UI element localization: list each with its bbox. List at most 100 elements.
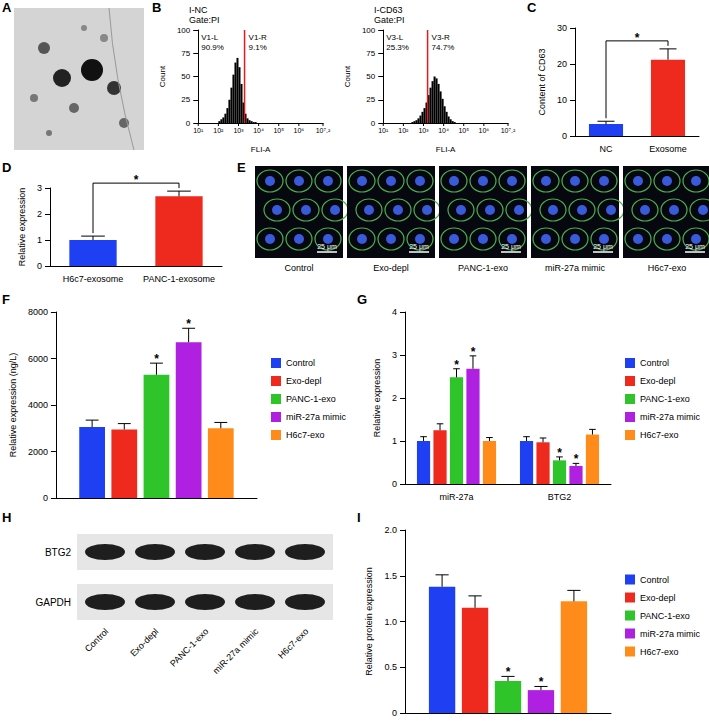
- svg-text:V3-R: V3-R: [432, 33, 450, 42]
- svg-text:Control: Control: [83, 626, 111, 654]
- svg-text:25 μm: 25 μm: [593, 243, 613, 251]
- svg-text:Exo-depl: Exo-depl: [128, 626, 160, 658]
- svg-text:V1-R: V1-R: [249, 33, 267, 42]
- svg-text:0: 0: [371, 119, 376, 128]
- svg-text:10⁵: 10⁵: [273, 127, 284, 134]
- svg-text:PANC-1-exo: PANC-1-exo: [640, 394, 690, 404]
- svg-text:*: *: [134, 173, 139, 187]
- svg-text:*: *: [539, 675, 544, 689]
- svg-text:H6c7-exo: H6c7-exo: [648, 263, 687, 273]
- svg-text:*: *: [635, 31, 640, 45]
- svg-text:10³: 10³: [418, 127, 429, 134]
- svg-text:10³: 10³: [233, 127, 244, 134]
- svg-text:1.5: 1.5: [384, 571, 397, 581]
- svg-text:0: 0: [392, 479, 397, 489]
- svg-text:9.1%: 9.1%: [249, 43, 267, 52]
- svg-text:PANC-1-exo: PANC-1-exo: [458, 263, 508, 273]
- svg-text:75: 75: [366, 49, 375, 58]
- svg-text:10²: 10²: [213, 127, 224, 134]
- svg-text:FLI-A: FLI-A: [436, 145, 456, 154]
- svg-text:Relative expression: Relative expression: [372, 359, 382, 438]
- svg-text:50: 50: [366, 72, 375, 81]
- svg-text:I-CD63: I-CD63: [374, 5, 403, 15]
- svg-text:10⁴: 10⁴: [253, 127, 264, 134]
- svg-text:miR-27a mimic: miR-27a mimic: [545, 263, 606, 273]
- svg-text:Exo-depl: Exo-depl: [373, 263, 409, 273]
- svg-text:10¹: 10¹: [378, 127, 389, 134]
- svg-text:*: *: [454, 358, 459, 372]
- svg-text:Content of CD63: Content of CD63: [537, 48, 547, 115]
- svg-text:miR-27a mimic: miR-27a mimic: [640, 629, 701, 639]
- svg-text:25: 25: [366, 95, 375, 104]
- svg-text:1: 1: [37, 235, 42, 245]
- svg-text:FLI-A: FLI-A: [251, 145, 271, 154]
- svg-text:100: 100: [362, 26, 376, 35]
- svg-text:25.3%: 25.3%: [386, 43, 409, 52]
- svg-text:2000: 2000: [28, 447, 48, 457]
- svg-text:10⁶: 10⁶: [294, 127, 305, 134]
- svg-text:*: *: [154, 352, 159, 366]
- svg-text:Relative expression: Relative expression: [17, 188, 27, 267]
- svg-text:Exosome: Exosome: [649, 144, 687, 154]
- svg-text:0: 0: [37, 261, 42, 271]
- svg-text:10⁷.²: 10⁷.²: [316, 127, 331, 134]
- svg-text:Gate:PI: Gate:PI: [374, 15, 405, 25]
- svg-text:Gate:PI: Gate:PI: [189, 15, 220, 25]
- svg-text:0: 0: [562, 131, 567, 141]
- svg-text:PANC-1-exo: PANC-1-exo: [168, 626, 210, 668]
- svg-text:25 μm: 25 μm: [317, 243, 337, 251]
- svg-text:Exo-depl: Exo-depl: [640, 376, 676, 386]
- svg-text:0: 0: [392, 708, 397, 718]
- svg-text:miR-27a mimic: miR-27a mimic: [640, 412, 701, 422]
- svg-text:2: 2: [37, 209, 42, 219]
- svg-text:0: 0: [186, 119, 191, 128]
- svg-text:Count: Count: [158, 65, 167, 87]
- svg-text:PANC-1-exosome: PANC-1-exosome: [143, 274, 215, 284]
- svg-text:PANC-1-exo: PANC-1-exo: [640, 611, 690, 621]
- svg-text:2.0: 2.0: [384, 525, 397, 535]
- svg-text:4000: 4000: [28, 400, 48, 410]
- svg-text:4: 4: [392, 307, 397, 317]
- svg-text:BTG2: BTG2: [45, 547, 72, 558]
- svg-text:100: 100: [177, 26, 191, 35]
- svg-text:*: *: [506, 665, 511, 679]
- svg-text:75: 75: [181, 49, 190, 58]
- svg-text:BTG2: BTG2: [548, 492, 572, 502]
- svg-text:6000: 6000: [28, 354, 48, 364]
- svg-text:25: 25: [181, 95, 190, 104]
- svg-text:10: 10: [557, 95, 567, 105]
- svg-text:*: *: [186, 317, 191, 331]
- svg-text:PANC-1-exo: PANC-1-exo: [286, 394, 336, 404]
- svg-text:V1-L: V1-L: [201, 33, 218, 42]
- svg-text:1: 1: [392, 436, 397, 446]
- svg-text:50: 50: [181, 72, 190, 81]
- svg-text:30: 30: [557, 23, 567, 33]
- svg-text:miR-27a mimic: miR-27a mimic: [286, 412, 347, 422]
- svg-text:miR-27a: miR-27a: [439, 492, 473, 502]
- svg-text:10²: 10²: [398, 127, 409, 134]
- svg-text:I-NC: I-NC: [189, 5, 208, 15]
- svg-text:10⁶: 10⁶: [479, 127, 490, 134]
- svg-text:25 μm: 25 μm: [409, 243, 429, 251]
- svg-text:H6c7-exo: H6c7-exo: [286, 430, 325, 440]
- svg-text:Relative protein expression: Relative protein expression: [364, 567, 374, 676]
- svg-text:90.9%: 90.9%: [201, 43, 224, 52]
- svg-text:NC: NC: [600, 144, 613, 154]
- svg-text:H6c7-exo: H6c7-exo: [640, 430, 679, 440]
- svg-text:Relative expression (ng/L): Relative expression (ng/L): [8, 353, 18, 458]
- svg-text:*: *: [557, 446, 562, 460]
- svg-text:Control: Control: [286, 358, 315, 368]
- svg-text:1.0: 1.0: [384, 617, 397, 627]
- svg-text:Count: Count: [343, 65, 352, 87]
- svg-text:Control: Control: [640, 575, 669, 585]
- svg-text:Exo-depl: Exo-depl: [286, 376, 322, 386]
- svg-text:10⁷.²: 10⁷.²: [501, 127, 516, 134]
- svg-text:Exo-depl: Exo-depl: [640, 593, 676, 603]
- svg-text:20: 20: [557, 59, 567, 69]
- svg-text:H6c7-exo: H6c7-exo: [276, 626, 310, 660]
- svg-text:Control: Control: [284, 263, 313, 273]
- svg-text:H6c7-exo: H6c7-exo: [640, 647, 679, 657]
- svg-text:25 μm: 25 μm: [685, 243, 705, 251]
- svg-text:74.7%: 74.7%: [432, 43, 455, 52]
- svg-text:10⁵: 10⁵: [458, 127, 469, 134]
